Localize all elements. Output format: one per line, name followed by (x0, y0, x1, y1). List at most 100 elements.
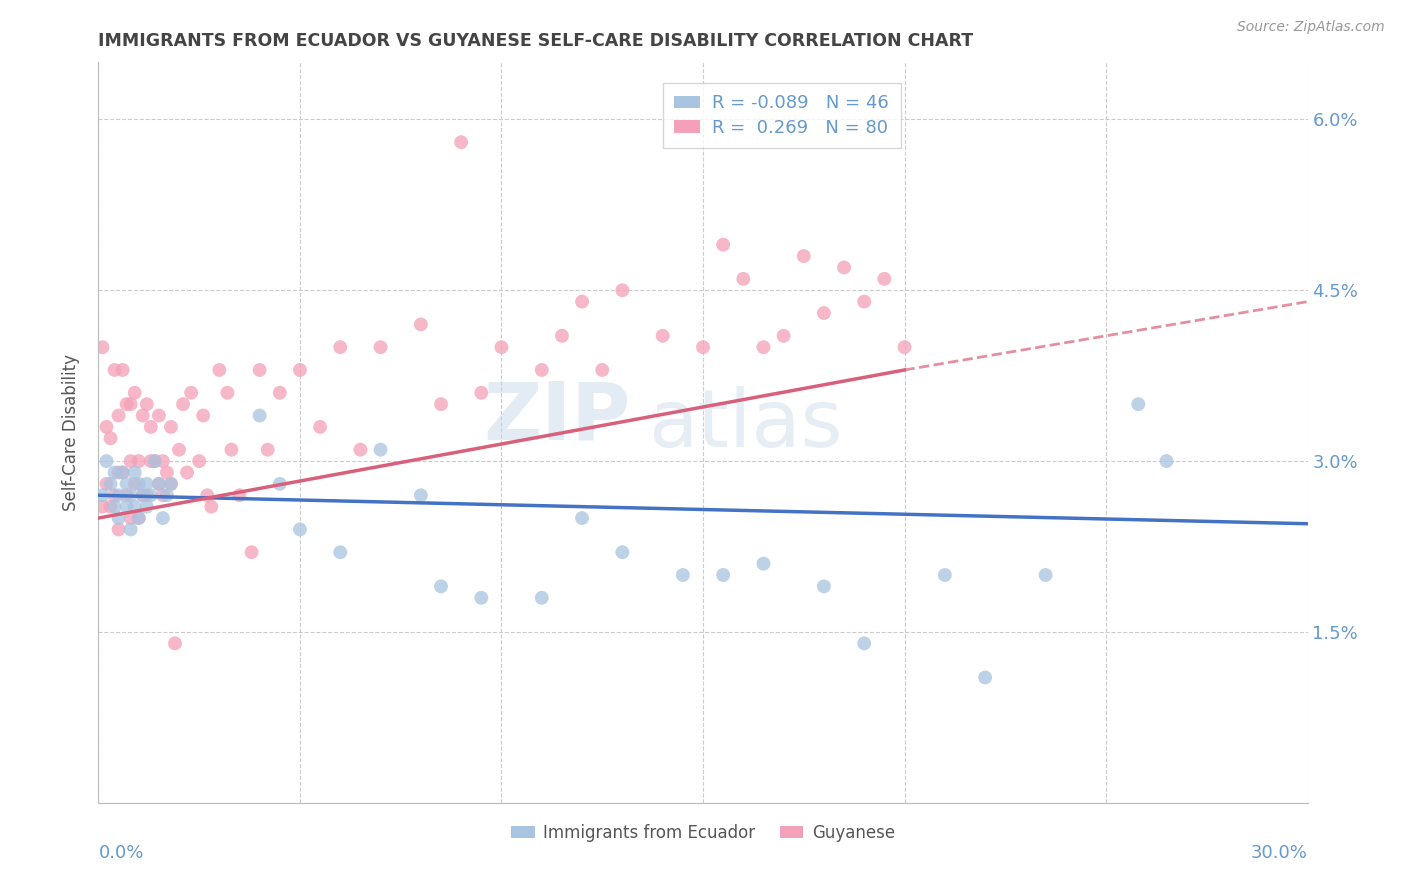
Point (135, 397, 157, 411)
Point (107, 466, 129, 480)
Point (873, 272, 896, 286)
Point (349, 442, 371, 457)
Point (103, 363, 125, 377)
Point (160, 476, 183, 491)
Point (96, 420, 118, 434)
Point (139, 488, 162, 502)
Point (107, 409, 129, 423)
Point (470, 591, 492, 605)
Point (288, 363, 311, 377)
Point (711, 568, 734, 582)
Point (853, 294, 876, 309)
Point (221, 442, 243, 457)
Point (107, 523, 129, 537)
Point (249, 409, 271, 423)
Point (135, 488, 157, 502)
Point (160, 420, 183, 434)
Point (329, 545, 352, 559)
Point (128, 511, 150, 525)
Point (128, 476, 150, 491)
Point (591, 363, 613, 377)
Point (1035, 568, 1057, 582)
Legend: Immigrants from Ecuador, Guyanese: Immigrants from Ecuador, Guyanese (503, 815, 903, 850)
Point (692, 340, 714, 354)
Point (132, 488, 155, 502)
Point (107, 488, 129, 502)
Point (934, 568, 956, 582)
Point (813, 579, 835, 593)
Point (152, 511, 174, 525)
Point (124, 385, 146, 400)
Point (96, 476, 118, 491)
Point (100, 476, 122, 491)
Point (329, 340, 352, 354)
Point (195, 488, 218, 502)
Point (172, 397, 194, 411)
Point (430, 397, 453, 411)
Point (103, 500, 125, 514)
Point (115, 476, 138, 491)
Point (120, 454, 142, 468)
Text: IMMIGRANTS FROM ECUADOR VS GUYANESE SELF-CARE DISABILITY CORRELATION CHART: IMMIGRANTS FROM ECUADOR VS GUYANESE SELF… (98, 32, 973, 50)
Point (269, 385, 291, 400)
Point (208, 363, 231, 377)
Point (176, 466, 198, 480)
Point (128, 454, 150, 468)
Point (309, 420, 332, 434)
Point (269, 476, 291, 491)
Point (91, 340, 114, 354)
Point (132, 409, 155, 423)
Point (135, 500, 157, 514)
Point (733, 272, 755, 286)
Point (240, 545, 263, 559)
Point (107, 511, 129, 525)
Point (530, 591, 553, 605)
Point (711, 237, 734, 252)
Point (143, 454, 166, 468)
Point (200, 500, 222, 514)
Point (180, 385, 202, 400)
Point (120, 397, 142, 411)
Point (530, 363, 553, 377)
Point (193, 409, 215, 423)
Point (124, 466, 146, 480)
Point (651, 328, 673, 343)
Point (612, 545, 634, 559)
Point (103, 488, 125, 502)
Point (120, 488, 142, 502)
Point (409, 488, 432, 502)
Point (100, 431, 122, 445)
Point (752, 340, 775, 354)
Point (143, 454, 166, 468)
Point (111, 363, 134, 377)
Point (832, 260, 855, 275)
Point (91, 488, 114, 502)
Text: 30.0%: 30.0% (1251, 844, 1308, 862)
Point (853, 636, 876, 650)
Point (156, 488, 179, 502)
Point (430, 579, 453, 593)
Point (124, 500, 146, 514)
Point (813, 306, 835, 320)
Point (128, 511, 150, 525)
Point (91, 500, 114, 514)
Point (115, 397, 138, 411)
Point (132, 488, 155, 502)
Point (1128, 397, 1150, 411)
Point (120, 511, 142, 525)
Point (409, 318, 432, 332)
Point (163, 636, 186, 650)
Point (111, 466, 134, 480)
Point (752, 557, 775, 571)
Point (135, 476, 157, 491)
Point (120, 523, 142, 537)
Point (571, 294, 593, 309)
Point (124, 476, 146, 491)
Point (470, 385, 492, 400)
Point (217, 385, 239, 400)
Point (256, 442, 278, 457)
Point (450, 135, 472, 149)
Point (167, 442, 190, 457)
Point (491, 340, 513, 354)
Point (100, 500, 122, 514)
